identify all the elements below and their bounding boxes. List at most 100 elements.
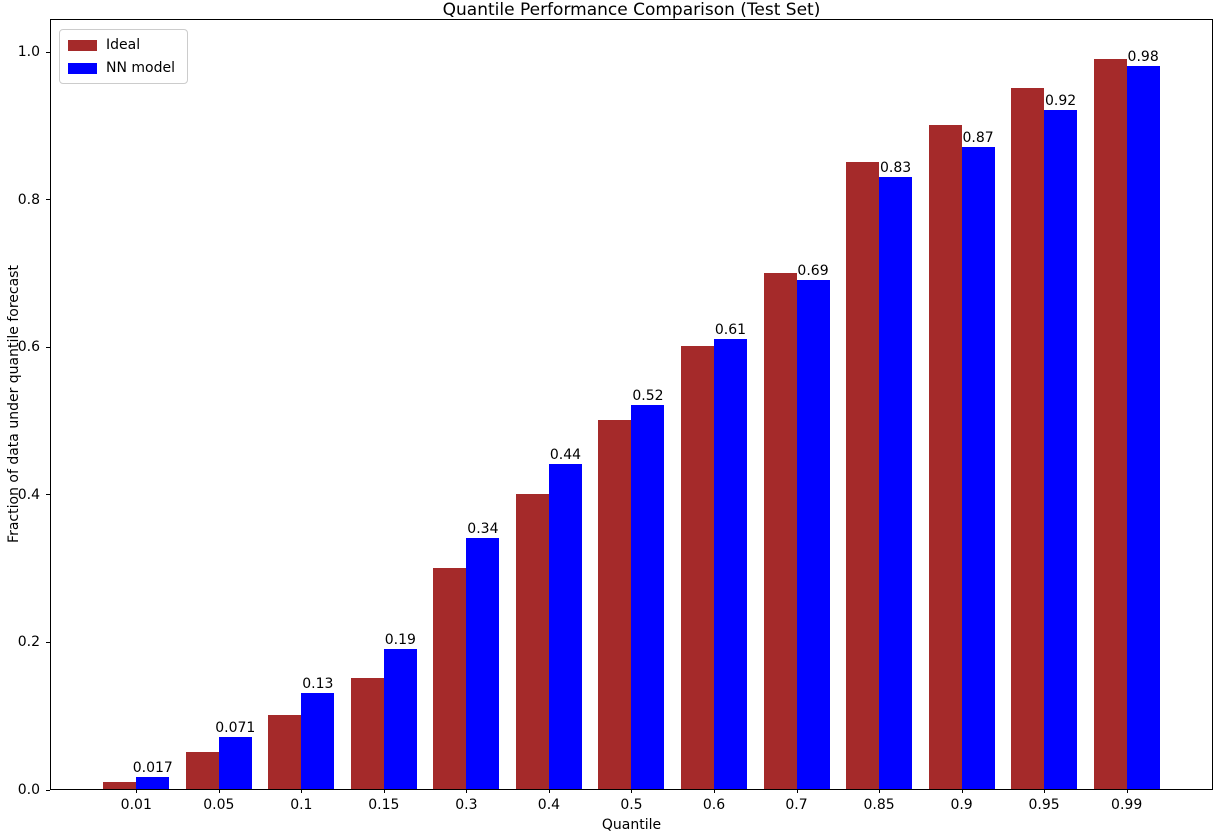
bar-pair: 0.92: [1011, 88, 1078, 789]
bar-group: 0.071 0.05: [178, 20, 261, 813]
x-tick-mark: [301, 789, 303, 793]
nn-model-bar: 0.92: [1044, 93, 1078, 789]
bar-group: 0.13 0.1: [260, 20, 343, 813]
bar-pair: 0.61: [680, 322, 747, 789]
x-tick-mark: [383, 789, 385, 793]
y-tick-mark: [46, 641, 50, 643]
bar-group: 0.44 0.4: [508, 20, 591, 813]
bar-value-label: 0.017: [132, 759, 173, 776]
x-tick-mark: [879, 789, 881, 793]
nn-model-bar: 0.87: [961, 130, 995, 789]
ideal-bar: [350, 678, 384, 789]
bar-value-label: 0.61: [714, 321, 747, 338]
ideal-bar: [763, 272, 797, 789]
bar-value-label: 0.19: [384, 631, 416, 648]
legend-label-nn-model: NN model: [106, 60, 175, 76]
bar-pair: 0.19: [350, 632, 417, 789]
x-tick-mark: [1126, 789, 1128, 793]
x-tick-mark: [796, 789, 798, 793]
bar-pair: 0.52: [598, 388, 665, 789]
nn-model-bar: 0.44: [548, 447, 582, 789]
y-tick-mark: [46, 494, 50, 496]
bar-group: 0.34 0.3: [425, 20, 508, 813]
nn-model-bar: 0.52: [631, 388, 665, 789]
y-tick-label: 0.6: [17, 339, 40, 356]
nn-model-bar: 0.34: [466, 521, 500, 789]
nn-model-bar: 0.61: [713, 322, 747, 789]
x-tick-label: 0.95: [1028, 797, 1060, 813]
x-tick-mark: [218, 789, 220, 793]
y-tick-label: 1.0: [17, 44, 40, 61]
nn-model-bar: 0.69: [796, 263, 830, 789]
y-tick-mark: [46, 199, 50, 201]
ideal-bar: [433, 567, 467, 789]
x-tick-label: 0.01: [120, 797, 152, 813]
bar-pair: 0.83: [846, 160, 913, 789]
x-tick-label: 0.6: [702, 797, 726, 813]
legend: Ideal NN model: [59, 29, 188, 84]
ideal-swatch: [68, 39, 97, 51]
legend-item-ideal: Ideal: [68, 37, 175, 53]
nn-model-bar: 0.19: [383, 632, 417, 789]
ideal-bar: [515, 493, 549, 789]
bar-value-label: 0.83: [879, 159, 912, 176]
x-tick-mark: [136, 789, 138, 793]
ideal-bar: [598, 420, 632, 789]
bar-group: 0.83 0.85: [838, 20, 921, 813]
plot-area: Ideal NN model 0.017 0.01 0.071 0.05 0.13 0.1…: [50, 19, 1213, 813]
bar-pair: 0.34: [433, 521, 500, 789]
bar-value-label: 0.071: [215, 719, 256, 736]
bar-pair: 0.98: [1093, 49, 1160, 789]
bar-value-label: 0.52: [632, 388, 664, 405]
nn-model-bar: 0.98: [1126, 49, 1160, 789]
bar-pair: 0.87: [928, 125, 995, 789]
x-tick-label: 0.5: [620, 797, 643, 813]
bar-value-label: 0.44: [549, 447, 582, 464]
ideal-bar: [185, 752, 219, 789]
bar-group: 0.19 0.15: [343, 20, 426, 813]
y-tick-mark: [46, 346, 50, 348]
x-tick-label: 0.85: [863, 797, 895, 813]
bar-group: 0.92 0.95: [1003, 20, 1086, 813]
y-tick-mark: [46, 51, 50, 53]
ideal-bar: [928, 125, 962, 789]
ideal-bar: [103, 781, 137, 789]
y-tick-label: 0.8: [17, 191, 40, 208]
bar-group: 0.69 0.7: [755, 20, 838, 813]
ideal-bar: [268, 715, 302, 789]
legend-item-nn-model: NN model: [68, 60, 175, 76]
bar-pair: 0.017: [103, 760, 173, 789]
y-tick-label: 0.4: [17, 486, 40, 503]
bar-value-label: 0.69: [797, 262, 829, 279]
bar-group: 0.017 0.01: [95, 20, 178, 813]
bar-group: 0.87 0.9: [920, 20, 1003, 813]
ideal-bar: [1093, 58, 1127, 789]
x-tick-mark: [961, 789, 963, 793]
bar-groups: 0.017 0.01 0.071 0.05 0.13 0.1 0.19 0.15 0.34 0.3…: [51, 20, 1212, 813]
y-tick-label: 0.2: [17, 634, 40, 651]
bar-value-label: 0.92: [1045, 93, 1077, 110]
x-tick-label: 0.1: [290, 797, 313, 813]
x-tick-label: 0.05: [203, 797, 235, 813]
x-tick-label: 0.9: [950, 797, 973, 813]
ideal-bar: [846, 161, 880, 789]
x-tick-mark: [548, 789, 550, 793]
nn-model-bar: 0.017: [133, 760, 173, 789]
x-tick-mark: [631, 789, 633, 793]
bar-pair: 0.44: [515, 447, 582, 789]
bar-pair: 0.13: [268, 676, 335, 789]
y-tick-mark: [46, 789, 50, 791]
bar-value-label: 0.87: [962, 130, 994, 147]
x-tick-label: 0.99: [1111, 797, 1143, 813]
x-tick-label: 0.4: [537, 797, 561, 813]
nn-model-bar: 0.83: [879, 160, 913, 789]
legend-label-ideal: Ideal: [106, 37, 141, 53]
x-axis-label: Quantile: [601, 817, 662, 833]
bar-pair: 0.071: [185, 720, 255, 789]
ideal-bar: [1011, 88, 1045, 789]
bar-value-label: 0.98: [1127, 49, 1159, 65]
x-tick-label: 0.7: [785, 797, 808, 813]
nn-model-bar: 0.13: [301, 676, 335, 789]
bar-value-label: 0.13: [302, 676, 334, 693]
